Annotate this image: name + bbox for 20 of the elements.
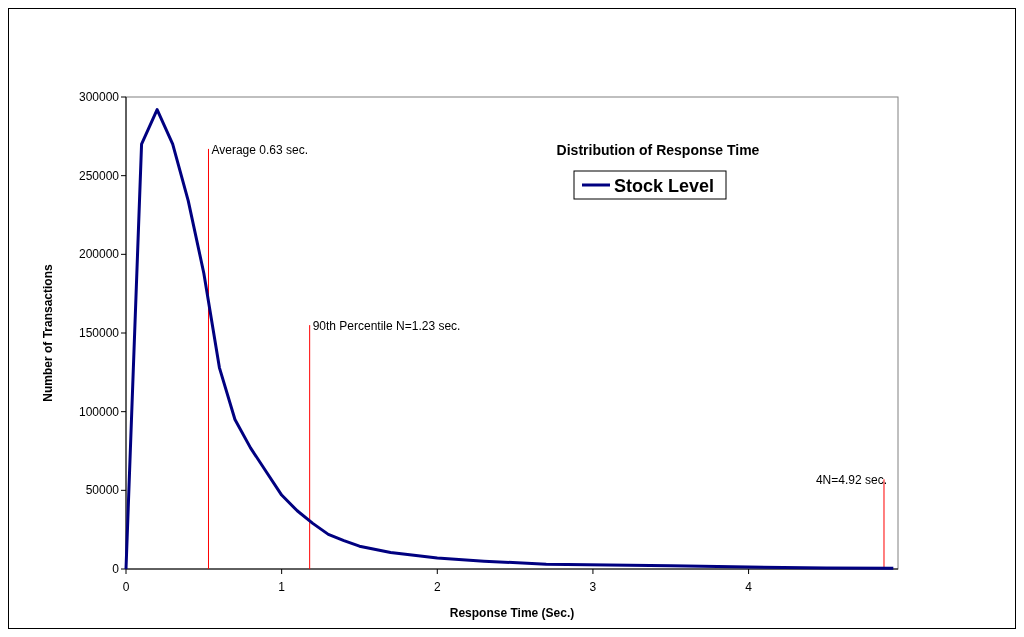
text: Distribution of Response Time bbox=[556, 142, 760, 158]
y-tick-label: 300000 bbox=[78, 90, 120, 104]
y-tick-label: 200000 bbox=[78, 247, 120, 262]
y-tick-label: 100000 bbox=[78, 404, 120, 419]
line-series bbox=[124, 108, 895, 571]
y-tick-label: 150000 bbox=[78, 326, 120, 340]
y-tick-label: 50000 bbox=[85, 483, 120, 498]
annotation: Average 0.63 sec. bbox=[211, 142, 309, 157]
y-tick-label: 0 bbox=[112, 562, 120, 576]
y-tick-label: 250000 bbox=[78, 168, 120, 183]
x-tick-label: 3 bbox=[589, 580, 597, 594]
annotation: 4N=4.92 sec. bbox=[815, 473, 887, 488]
legend-label: Stock Level bbox=[614, 176, 715, 196]
x-tick-label: 4 bbox=[745, 580, 753, 594]
x-axis-title: Response Time (Sec.) bbox=[449, 606, 575, 620]
annotation: 90th Percentile N=1.23 sec. bbox=[312, 319, 461, 334]
x-tick-label: 2 bbox=[433, 580, 441, 594]
y-axis-title: Number of Transactions bbox=[41, 264, 55, 402]
x-tick-label: 0 bbox=[122, 580, 130, 594]
x-tick-label: 1 bbox=[278, 580, 286, 594]
